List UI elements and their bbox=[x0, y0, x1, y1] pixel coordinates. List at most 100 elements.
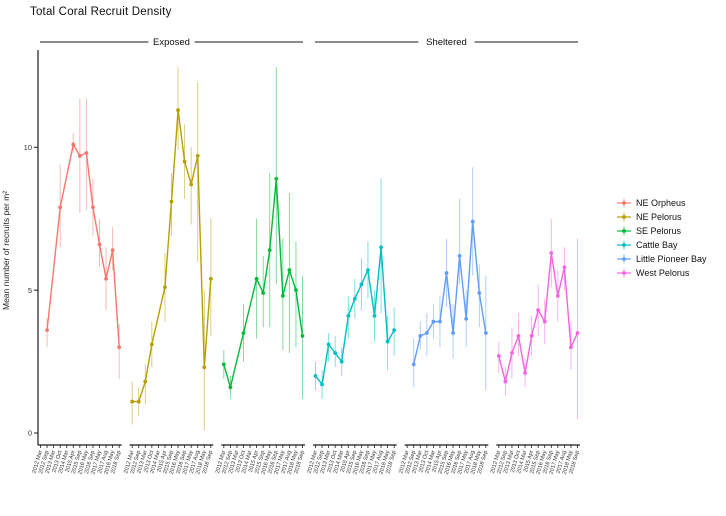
data-point bbox=[536, 308, 541, 313]
series-line bbox=[413, 220, 487, 365]
data-point bbox=[136, 399, 141, 404]
data-point bbox=[366, 268, 370, 273]
data-point bbox=[392, 328, 397, 333]
data-point bbox=[71, 142, 76, 147]
legend-key-icon bbox=[617, 240, 631, 249]
chart-title: Total Coral Recruit Density bbox=[30, 6, 172, 18]
data-point bbox=[346, 313, 351, 318]
data-point bbox=[529, 333, 534, 338]
data-point bbox=[228, 385, 233, 390]
data-point bbox=[359, 282, 364, 287]
data-point bbox=[294, 288, 298, 293]
data-point bbox=[503, 379, 508, 384]
x-tick-label: 2015 Apr bbox=[431, 450, 443, 473]
series-ne-orpheus bbox=[45, 98, 122, 379]
data-point bbox=[470, 219, 475, 224]
legend-label: NE Orpheus bbox=[636, 197, 686, 208]
data-point bbox=[326, 342, 331, 347]
data-point bbox=[483, 331, 488, 335]
series-little-pioneer-bay bbox=[411, 167, 488, 391]
data-point bbox=[516, 333, 521, 338]
data-point bbox=[261, 291, 266, 295]
data-point bbox=[424, 331, 429, 335]
legend-label: West Pelorus bbox=[636, 267, 690, 278]
series-line bbox=[46, 143, 120, 348]
data-point bbox=[169, 199, 174, 204]
data-point bbox=[182, 159, 187, 164]
data-point bbox=[496, 353, 501, 358]
data-point bbox=[555, 293, 560, 298]
data-point bbox=[444, 271, 449, 275]
data-point bbox=[575, 331, 580, 335]
data-point bbox=[117, 345, 122, 350]
legend-entry-ne-orpheus: NE Orpheus bbox=[616, 197, 707, 208]
y-tick-label: 5 bbox=[28, 286, 32, 295]
data-point bbox=[45, 328, 49, 333]
data-point bbox=[464, 316, 469, 321]
data-point bbox=[189, 182, 194, 187]
data-point bbox=[372, 313, 377, 318]
legend-key-icon bbox=[617, 254, 631, 263]
data-point bbox=[333, 351, 338, 355]
data-point bbox=[379, 245, 383, 250]
data-point bbox=[431, 319, 436, 324]
data-point bbox=[202, 365, 207, 370]
data-point bbox=[104, 276, 108, 281]
data-point bbox=[58, 205, 63, 210]
data-point bbox=[149, 342, 154, 347]
facet-label: Sheltered bbox=[426, 37, 467, 48]
x-tick-label: 2015 Apr bbox=[65, 450, 77, 473]
data-point bbox=[77, 153, 82, 158]
x-tick-label: 2015 Apr bbox=[156, 450, 168, 473]
data-point bbox=[457, 253, 462, 258]
data-point bbox=[130, 399, 135, 404]
legend-key-icon bbox=[617, 212, 631, 221]
data-point bbox=[143, 379, 148, 384]
data-point bbox=[320, 382, 324, 387]
data-point bbox=[352, 296, 357, 301]
x-tick-label: 2015 Apr bbox=[523, 450, 535, 473]
series-west-pelorus bbox=[496, 218, 580, 419]
legend-entry-little-pioneer-bay: Little Pioneer Bay bbox=[616, 253, 707, 264]
data-point bbox=[339, 359, 344, 364]
legend-entry-cattle-bay: Cattle Bay bbox=[616, 239, 707, 250]
data-point bbox=[542, 319, 547, 324]
data-point bbox=[254, 276, 259, 281]
data-point bbox=[300, 333, 305, 338]
series-line bbox=[132, 109, 212, 403]
data-point bbox=[438, 319, 442, 324]
x-tick-label: 2015 Apr bbox=[248, 450, 260, 473]
data-point bbox=[477, 291, 482, 295]
data-point bbox=[163, 285, 167, 290]
data-point bbox=[208, 276, 213, 281]
legend-entry-west-pelorus: West Pelorus bbox=[616, 267, 707, 278]
data-point bbox=[241, 331, 246, 335]
data-point bbox=[110, 248, 115, 253]
data-point bbox=[549, 251, 554, 255]
series-cattle-bay bbox=[313, 178, 397, 399]
data-point bbox=[97, 242, 102, 247]
legend-key-icon bbox=[617, 226, 631, 235]
data-point bbox=[221, 362, 226, 367]
data-point bbox=[274, 176, 279, 181]
data-point bbox=[569, 345, 573, 350]
data-point bbox=[418, 333, 423, 338]
data-point bbox=[385, 339, 390, 344]
legend-label: SE Pelorus bbox=[636, 225, 682, 236]
series-ne-pelorus bbox=[130, 67, 213, 431]
data-point bbox=[510, 351, 514, 355]
data-point bbox=[287, 268, 292, 273]
data-point bbox=[411, 362, 416, 367]
data-point bbox=[267, 248, 272, 253]
series-se-pelorus bbox=[221, 67, 305, 399]
legend-entry-se-pelorus: SE Pelorus bbox=[616, 225, 707, 236]
y-axis-label: Mean number of recruits per m² bbox=[1, 190, 11, 310]
data-point bbox=[562, 265, 567, 270]
y-tick-label: 0 bbox=[28, 429, 32, 438]
data-point bbox=[313, 373, 318, 378]
legend-entry-ne-pelorus: NE Pelorus bbox=[616, 211, 707, 222]
data-point bbox=[195, 153, 200, 158]
data-point bbox=[451, 331, 455, 335]
facet-label: Exposed bbox=[153, 37, 190, 48]
